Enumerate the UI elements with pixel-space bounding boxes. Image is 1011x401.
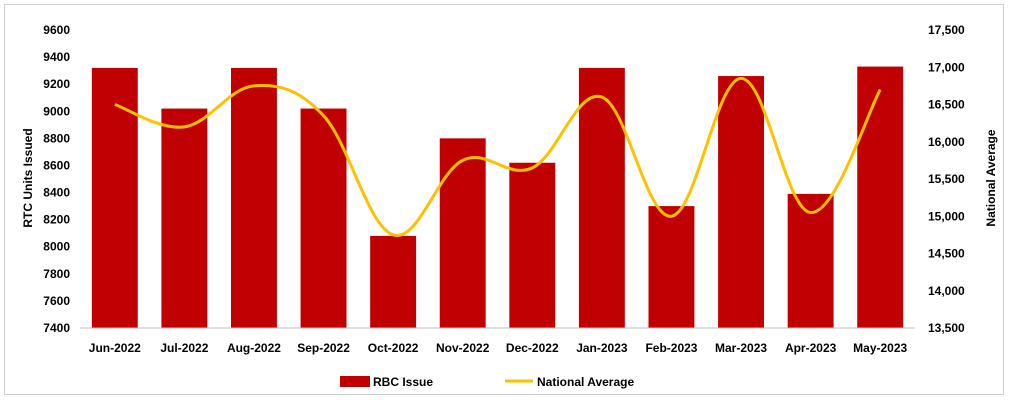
y2-axis-title: National Average: [984, 129, 998, 226]
x-tick-label: Apr-2023: [785, 341, 837, 355]
x-tick-label: Jul-2022: [160, 341, 208, 355]
bar-mar-2023: [718, 76, 765, 329]
y2-tick-label: 14,500: [928, 247, 965, 261]
y2-tick-label: 14,000: [928, 284, 965, 298]
y-axis-title: RTC Units Issued: [21, 128, 35, 227]
x-tick-label: Jan-2023: [576, 341, 628, 355]
bar-feb-2023: [648, 206, 695, 328]
y-tick-label: 8400: [43, 186, 70, 200]
x-tick-label: May-2023: [853, 341, 907, 355]
legend-label-national: National Average: [537, 375, 634, 389]
y2-tick-label: 16,500: [928, 98, 965, 112]
y-tick-label: 9200: [43, 77, 70, 91]
bar-sep-2022: [300, 108, 347, 329]
right-axis: 17,500 17,000 16,500 16,000 15,500 15,000 14,5…: [928, 23, 965, 335]
bar-may-2023: [857, 66, 904, 328]
legend-label-rbc: RBC Issue: [373, 375, 433, 389]
national-average-line: [114, 76, 882, 237]
y-tick-label: 8000: [43, 240, 70, 254]
bar-jul-2022: [161, 108, 208, 329]
x-tick-label: Aug-2022: [227, 341, 281, 355]
x-tick-label: Sep-2022: [297, 341, 350, 355]
bar-oct-2022: [370, 235, 417, 328]
y-tick-label: 8800: [43, 131, 70, 145]
y2-tick-label: 15,000: [928, 209, 965, 223]
legend: RBC Issue National Average: [340, 375, 634, 389]
bar-nov-2022: [439, 138, 486, 328]
y-tick-label: 8200: [43, 213, 70, 227]
y2-tick-label: 13,500: [928, 321, 965, 335]
y-tick-label: 7400: [43, 321, 70, 335]
bar-jan-2023: [578, 67, 625, 328]
bar-series: [91, 66, 904, 329]
bar-jun-2022: [91, 67, 138, 328]
y-tick-label: 7800: [43, 267, 70, 281]
y2-tick-label: 16,000: [928, 135, 965, 149]
x-tick-label: Dec-2022: [506, 341, 559, 355]
y-tick-label: 9600: [43, 23, 70, 37]
x-tick-label: Nov-2022: [436, 341, 490, 355]
left-axis: 9600 9400 9200 9000 8800 8600 8400 8200 8000 7800…: [43, 23, 70, 335]
x-tick-label: Oct-2022: [368, 341, 419, 355]
y-tick-label: 7600: [43, 294, 70, 308]
bar-dec-2022: [509, 162, 556, 328]
legend-swatch-rbc: [340, 376, 370, 387]
x-axis: Jun-2022 Jul-2022 Aug-2022 Sep-2022 Oct-2022…: [89, 341, 908, 355]
y-tick-label: 8600: [43, 158, 70, 172]
x-tick-label: Mar-2023: [715, 341, 767, 355]
x-tick-label: Jun-2022: [89, 341, 141, 355]
bar-apr-2023: [787, 193, 834, 328]
bar-aug-2022: [230, 67, 277, 328]
x-tick-label: Feb-2023: [645, 341, 697, 355]
y2-tick-label: 17,000: [928, 60, 965, 74]
y2-tick-label: 17,500: [928, 23, 965, 37]
national-average-points: [114, 78, 881, 235]
y-tick-label: 9400: [43, 50, 70, 64]
y2-tick-label: 15,500: [928, 172, 965, 186]
y-tick-label: 9000: [43, 104, 70, 118]
